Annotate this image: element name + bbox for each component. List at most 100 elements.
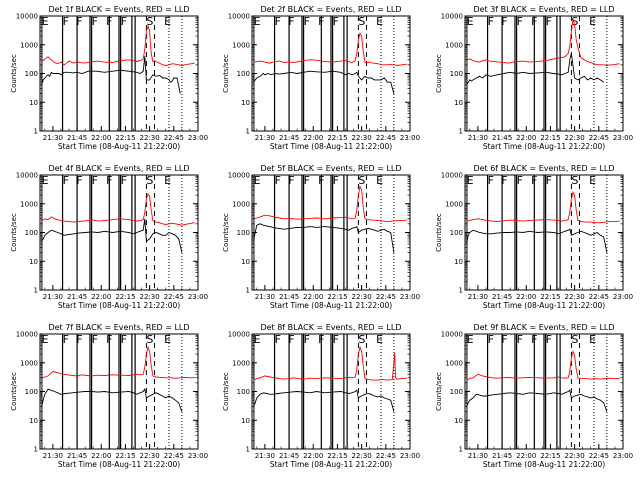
flag-letter: S <box>358 15 365 28</box>
events-series-line <box>253 70 395 94</box>
events-series-line <box>253 389 395 412</box>
flag-letter: F <box>501 333 507 346</box>
x-tick-label: 22:30 <box>140 293 160 301</box>
x-tick-label: 21:45 <box>67 134 87 142</box>
x-axis-label: Start Time (08-Aug-11 21:22:00) <box>483 460 605 469</box>
y-tick-label: 10000 <box>441 13 463 21</box>
x-axis-label: Start Time (08-Aug-11 21:22:00) <box>483 142 605 151</box>
flag-letter: E <box>164 15 171 28</box>
lld-series-line <box>41 24 195 66</box>
x-tick-label: 22:45 <box>164 293 184 301</box>
x-tick-label: 22:45 <box>376 452 396 460</box>
flag-letter: E <box>254 174 261 187</box>
y-tick-label: 100 <box>25 388 38 396</box>
lld-series-line <box>253 32 407 66</box>
y-tick-label: 1 <box>246 287 250 295</box>
flag-letter: F <box>275 333 281 346</box>
x-tick-label: 22:45 <box>376 293 396 301</box>
flag-letter: F <box>501 15 507 28</box>
y-axis-label: Counts/sec <box>10 54 18 93</box>
flag-letter: F <box>531 15 537 28</box>
x-tick-label: 23:00 <box>613 293 633 301</box>
y-tick-label: 100 <box>237 388 250 396</box>
flag-letter: F <box>76 333 82 346</box>
y-tick-label: 100 <box>237 70 250 78</box>
y-tick-label: 1000 <box>232 359 250 367</box>
flag-letter: E <box>467 333 474 346</box>
x-tick-label: 22:00 <box>91 134 111 142</box>
y-tick-label: 1000 <box>445 359 463 367</box>
lld-series-line <box>41 345 195 379</box>
x-tick-label: 22:30 <box>352 452 372 460</box>
flag-letter: F <box>501 174 507 187</box>
x-axis-label: Start Time (08-Aug-11 21:22:00) <box>58 142 180 151</box>
flag-letter: F <box>546 15 552 28</box>
y-tick-label: 10000 <box>228 172 250 180</box>
x-tick-label: 21:30 <box>468 452 488 460</box>
flag-letter: S <box>146 174 153 187</box>
x-tick-label: 22:30 <box>565 452 585 460</box>
y-tick-label: 1000 <box>445 41 463 49</box>
y-tick-label: 10000 <box>16 13 38 21</box>
lld-series-line <box>466 349 620 381</box>
y-tick-label: 1 <box>246 128 250 136</box>
x-tick-label: 22:00 <box>516 452 536 460</box>
flag-letter: F <box>288 15 294 28</box>
y-tick-label: 1 <box>459 287 463 295</box>
panel-title: Det 9f BLACK = Events, RED = LLD <box>473 323 614 332</box>
x-tick-label: 23:00 <box>188 452 208 460</box>
x-tick-label: 22:45 <box>589 134 609 142</box>
y-tick-label: 1 <box>34 128 38 136</box>
y-axis-label: Counts/sec <box>10 372 18 411</box>
flag-letter: F <box>106 333 112 346</box>
panel-title: Det 5f BLACK = Events, RED = LLD <box>260 164 401 173</box>
y-tick-label: 1 <box>459 446 463 454</box>
flag-letter: S <box>358 333 365 346</box>
flag-letter: F <box>63 15 69 28</box>
flag-letter: F <box>546 174 552 187</box>
y-tick-label: 1 <box>34 446 38 454</box>
x-tick-label: 22:15 <box>327 134 347 142</box>
flag-letter: F <box>318 15 324 28</box>
y-tick-label: 1000 <box>445 200 463 208</box>
flag-letter: F <box>92 174 98 187</box>
flag-letter: F <box>63 333 69 346</box>
y-axis-label: Counts/sec <box>435 372 443 411</box>
x-tick-label: 22:45 <box>164 134 184 142</box>
x-tick-label: 21:30 <box>468 134 488 142</box>
x-tick-label: 22:00 <box>303 134 323 142</box>
x-tick-label: 22:45 <box>376 134 396 142</box>
x-tick-label: 22:15 <box>540 452 560 460</box>
flag-letter: F <box>288 333 294 346</box>
x-tick-label: 22:15 <box>540 293 560 301</box>
x-tick-label: 21:30 <box>43 293 63 301</box>
flag-letter: E <box>254 333 261 346</box>
flag-letter: F <box>333 333 339 346</box>
y-tick-label: 10000 <box>16 331 38 339</box>
flag-letter: F <box>546 333 552 346</box>
y-tick-label: 10000 <box>16 172 38 180</box>
flag-letter: F <box>318 333 324 346</box>
y-axis-label: Counts/sec <box>222 54 230 93</box>
flag-letter: E <box>589 333 596 346</box>
panel-title: Det 6f BLACK = Events, RED = LLD <box>473 164 614 173</box>
panel-title: Det 4f BLACK = Events, RED = LLD <box>48 164 189 173</box>
y-tick-label: 10 <box>454 99 463 107</box>
y-tick-label: 10000 <box>441 331 463 339</box>
y-tick-label: 10 <box>29 99 38 107</box>
x-tick-label: 22:00 <box>303 293 323 301</box>
flag-letter: E <box>42 174 49 187</box>
lld-series-line <box>466 191 620 224</box>
events-series-line <box>41 218 183 253</box>
flag-letter: F <box>76 174 82 187</box>
events-series-line <box>466 389 608 412</box>
flag-letter: F <box>488 333 494 346</box>
y-tick-label: 10 <box>241 417 250 425</box>
x-axis-label: Start Time (08-Aug-11 21:22:00) <box>58 460 180 469</box>
